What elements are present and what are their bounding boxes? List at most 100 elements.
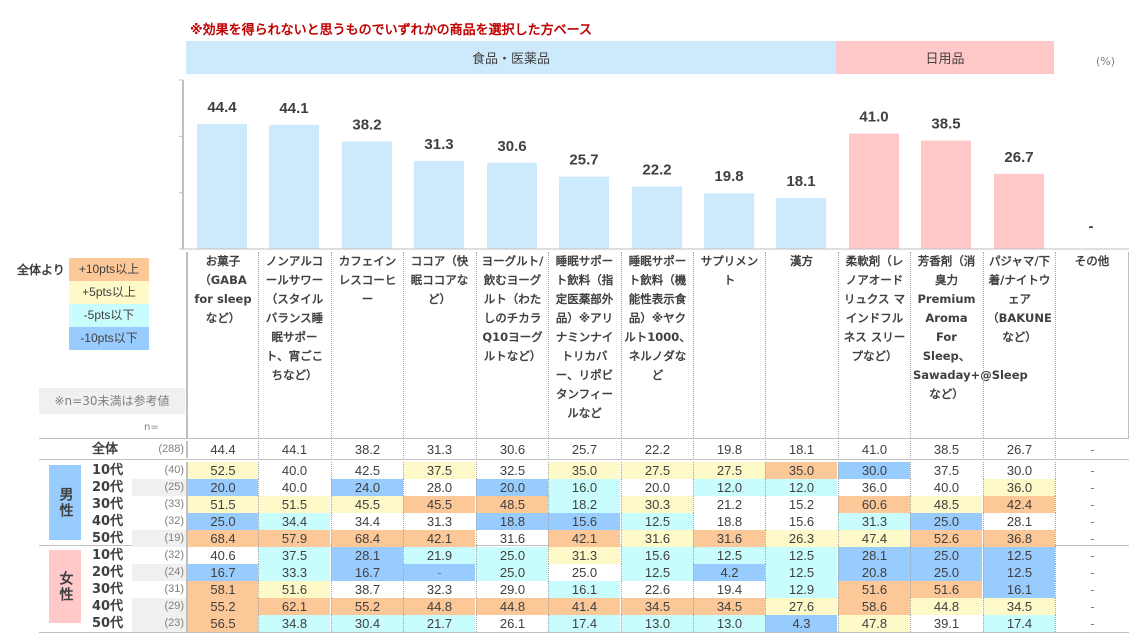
table-cell: 38.5 <box>910 441 982 458</box>
table-cell: 12.5 <box>693 547 765 564</box>
row-label: 40代 <box>92 514 124 529</box>
table-cell: 68.4 <box>186 530 258 547</box>
table-cell: 47.8 <box>838 615 910 632</box>
table-cell: 21.7 <box>403 615 475 632</box>
bar <box>559 176 609 249</box>
table-cell: 35.0 <box>765 462 837 479</box>
category-header: ヨーグルト/飲むヨーグルト（わたしのチカラQ10ヨーグルトなど） <box>476 252 548 438</box>
table-cell: 31.3 <box>548 547 620 564</box>
table-cell: 51.6 <box>258 581 330 598</box>
table-cell: 58.1 <box>186 581 258 598</box>
table-cell: 57.9 <box>258 530 330 547</box>
category-header: 睡眠サポート飲料（指定医薬部外品）※アリナミンナイトリカバー、リポビタンフィール… <box>548 252 620 438</box>
table-cell: 12.5 <box>765 564 837 581</box>
bar-value-label: 41.0 <box>859 109 888 126</box>
table-cell: 41.4 <box>548 598 620 615</box>
table-cell: 28.1 <box>331 547 403 564</box>
bar <box>704 193 754 249</box>
table-cell: - <box>1055 496 1129 513</box>
table-cell: 12.5 <box>983 547 1055 564</box>
table-cell: 27.5 <box>693 462 765 479</box>
table-cell: 44.8 <box>476 598 548 615</box>
table-cell: 12.5 <box>621 564 693 581</box>
row-label: 全体 <box>92 442 119 457</box>
table-cell: 51.6 <box>910 581 982 598</box>
table-cell: 12.0 <box>693 479 765 496</box>
table-cell: 12.5 <box>983 564 1055 581</box>
table-divider <box>39 438 1129 439</box>
reference-note: ※n=30未満は参考値 <box>39 388 185 414</box>
table-cell: 51.5 <box>186 496 258 513</box>
table-cell: 45.5 <box>331 496 403 513</box>
table-cell: 44.8 <box>910 598 982 615</box>
row-sample-size: (288) <box>158 443 184 455</box>
table-cell: 15.2 <box>765 496 837 513</box>
table-cell: 44.4 <box>186 441 258 458</box>
table-cell: - <box>1055 615 1129 632</box>
table-cell: 15.6 <box>765 513 837 530</box>
table-cell: 18.8 <box>693 513 765 530</box>
table-cell: - <box>1055 462 1129 479</box>
row-sample-size: (23) <box>132 615 190 632</box>
table-cell: 18.1 <box>765 441 837 458</box>
bar <box>414 160 464 249</box>
table-cell: - <box>1055 564 1129 581</box>
table-cell: 60.6 <box>838 496 910 513</box>
table-cell: 41.0 <box>838 441 910 458</box>
row-sample-size: (29) <box>132 598 190 615</box>
table-cell: 28.0 <box>403 479 475 496</box>
table-cell: 13.0 <box>621 615 693 632</box>
row-label: 10代 <box>92 548 124 563</box>
table-cell: 42.1 <box>548 530 620 547</box>
bar-value-label: 38.2 <box>352 116 381 133</box>
table-cell: 68.4 <box>331 530 403 547</box>
table-divider <box>39 632 1129 633</box>
table-cell: 47.4 <box>838 530 910 547</box>
table-cell: 20.0 <box>621 479 693 496</box>
table-cell: 36.8 <box>983 530 1055 547</box>
table-cell: 31.6 <box>476 530 548 547</box>
table-cell: 25.0 <box>910 564 982 581</box>
category-header: 睡眠サポート飲料（機能性表示食品）※ヤクルト1000、ネルノダなど <box>621 252 693 438</box>
table-cell: 29.0 <box>476 581 548 598</box>
bar-chart: 44.4 44.1 38.2 31.3 30.6 25.7 22.2 19.8 18.1 41.0… <box>179 79 1129 250</box>
bar-value-label: 19.8 <box>714 168 743 185</box>
table-cell: 36.0 <box>838 479 910 496</box>
row-sample-size: (24) <box>132 564 190 581</box>
table-cell: 17.4 <box>983 615 1055 632</box>
table-cell: 12.5 <box>621 513 693 530</box>
table-cell: 52.5 <box>186 462 258 479</box>
table-cell: 34.4 <box>258 513 330 530</box>
table-cell: 40.0 <box>910 479 982 496</box>
table-cell: 34.4 <box>331 513 403 530</box>
row-sample-size: (31) <box>164 583 184 595</box>
table-cell: 26.1 <box>476 615 548 632</box>
table-cell: 25.0 <box>910 513 982 530</box>
table-cell: 19.4 <box>693 581 765 598</box>
category-header: カフェインレスコーヒー <box>331 252 403 438</box>
table-cell: 22.6 <box>621 581 693 598</box>
bar-value-label: 25.7 <box>569 152 598 169</box>
row-label: 50代 <box>92 531 124 546</box>
gender-label-male-text: 男性 <box>57 486 74 519</box>
table-cell: 39.1 <box>910 615 982 632</box>
table-cell: 48.5 <box>476 496 548 513</box>
table-cell: 25.0 <box>476 547 548 564</box>
row-sample-size: (32) <box>164 515 184 527</box>
row-sample-size: (33) <box>164 498 184 510</box>
category-header: ココア（快眠ココアなど） <box>403 252 475 438</box>
table-cell: 34.5 <box>693 598 765 615</box>
table-cell: 44.1 <box>258 441 330 458</box>
gender-label-male: 男性 <box>49 465 81 540</box>
legend-item-minus5: -5pts以下 <box>69 304 149 327</box>
table-cell: 4.3 <box>765 615 837 632</box>
bar-value-label: 44.4 <box>207 99 237 116</box>
table-cell: 20.8 <box>838 564 910 581</box>
table-cell: 34.8 <box>258 615 330 632</box>
bar-value-label: - <box>1089 218 1094 235</box>
row-label: 30代 <box>92 582 124 597</box>
table-cell: 40.0 <box>258 462 330 479</box>
table-cell: 16.1 <box>548 581 620 598</box>
table-cell: 25.0 <box>186 513 258 530</box>
table-cell: 48.5 <box>910 496 982 513</box>
